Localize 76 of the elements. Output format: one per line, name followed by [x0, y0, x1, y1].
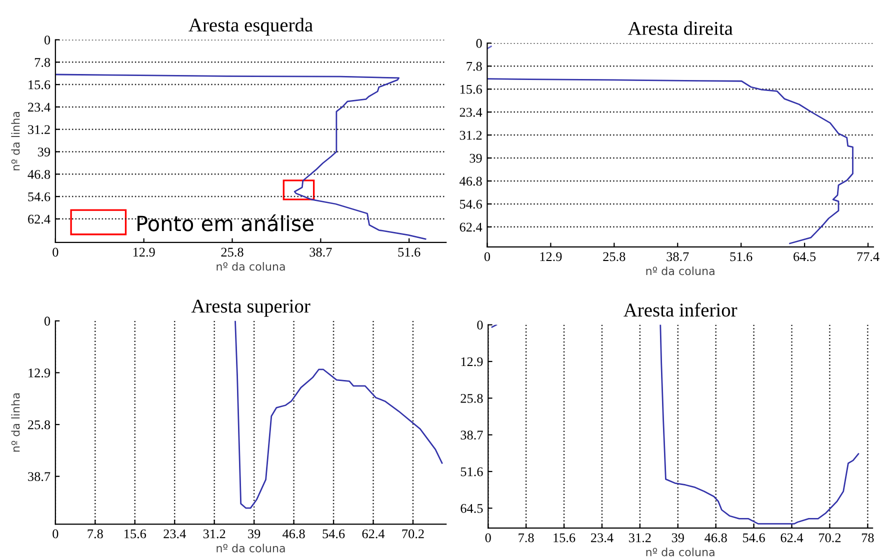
x-tick-label: 51.6 [398, 248, 420, 257]
x-tick-label: 62.4 [362, 529, 385, 538]
x-tick-label: 70.2 [402, 529, 424, 538]
x-tick-label: 38.7 [310, 248, 332, 257]
x-tick-label: 0 [485, 533, 491, 542]
x-tick-label: 12.9 [540, 252, 562, 262]
line-series [487, 78, 854, 244]
x-tick-label: 62.4 [780, 533, 804, 542]
x-tick-label: 46.8 [282, 529, 305, 538]
x-tick-label: 39 [248, 529, 260, 538]
x-tick-label: 7.8 [88, 529, 103, 538]
y-tick-label: 39 [38, 148, 50, 156]
y-axis-title: nº da linha [11, 393, 20, 452]
y-tick-label: 25.8 [460, 394, 483, 403]
y-tick-label: 31.2 [28, 125, 50, 134]
x-axis-title: nº da coluna [646, 548, 714, 556]
x-tick-label: 0 [52, 248, 58, 257]
line-series [55, 74, 426, 240]
chart-title: Aresta direita [628, 21, 733, 35]
y-tick-label: 23.4 [460, 108, 482, 117]
y-axis-title: nº da linha [11, 112, 20, 170]
y-tick-label: 51.6 [460, 467, 483, 476]
chart-title: Aresta inferior [624, 302, 738, 317]
x-tick-label: 39 [672, 533, 684, 542]
x-tick-label: 0 [52, 529, 58, 538]
x-tick-label: 25.8 [221, 248, 244, 257]
x-tick-label: 54.6 [322, 529, 345, 538]
y-tick-label: 0 [477, 320, 483, 330]
y-tick-label: 23.4 [28, 102, 50, 112]
x-tick-label: 15.6 [554, 533, 576, 542]
y-tick-label: 46.8 [28, 170, 50, 179]
y-tick-label: 7.8 [466, 62, 482, 71]
x-tick-label: 7.8 [518, 533, 534, 542]
chart-title: Aresta superior [191, 300, 310, 317]
y-tick-label: 38.7 [460, 430, 483, 440]
x-tick-label: 25.8 [603, 252, 626, 262]
chart-title: Aresta esquerda [188, 18, 313, 36]
x-tick-label: 38.7 [666, 252, 689, 262]
y-tick-label: 39 [470, 154, 482, 163]
y-tick-label: 0 [44, 316, 50, 326]
annotation: Ponto em análise [138, 214, 314, 232]
y-tick-label: 62.4 [460, 222, 482, 232]
x-tick-label: 15.6 [124, 529, 146, 538]
y-tick-label: 25.8 [28, 420, 50, 430]
y-tick-label: 7.8 [34, 58, 50, 67]
y-tick-label: 12.9 [28, 368, 50, 378]
y-tick-label: 54.6 [460, 200, 482, 209]
y-tick-label: 15.6 [460, 84, 482, 94]
x-axis-title: nº da coluna [646, 266, 714, 276]
x-axis-title: nº da coluna [216, 262, 285, 271]
y-tick-label: 0 [44, 36, 50, 44]
y-tick-label: 64.5 [460, 504, 483, 513]
y-tick-label: 12.9 [461, 357, 483, 366]
x-tick-label: 46.8 [704, 533, 727, 542]
x-tick-label: 0 [484, 252, 490, 262]
x-tick-label: 31.2 [629, 533, 651, 542]
y-tick-label: 62.4 [28, 214, 50, 224]
x-tick-label: 23.4 [164, 529, 186, 538]
y-tick-label: 15.6 [28, 80, 50, 90]
y-tick-label: 46.8 [460, 176, 482, 186]
x-tick-label: 23.4 [591, 533, 614, 542]
x-tick-label: 12.9 [133, 248, 155, 257]
x-tick-label: 78 [862, 533, 874, 542]
x-tick-label: 77.4 [857, 252, 880, 262]
y-tick-label: 0 [476, 38, 482, 48]
x-tick-label: 51.6 [730, 252, 752, 262]
x-tick-label: 64.5 [794, 252, 816, 262]
y-tick-label: 38.7 [28, 472, 50, 482]
x-tick-label: 70.2 [819, 533, 841, 542]
x-axis-title: nº da coluna [216, 544, 285, 552]
line-series [660, 324, 860, 525]
y-tick-label: 31.2 [460, 130, 482, 140]
y-tick-label: 54.6 [28, 192, 50, 202]
line-series [234, 320, 443, 509]
x-tick-label: 31.2 [203, 529, 226, 538]
x-tick-label: 54.6 [743, 533, 765, 542]
